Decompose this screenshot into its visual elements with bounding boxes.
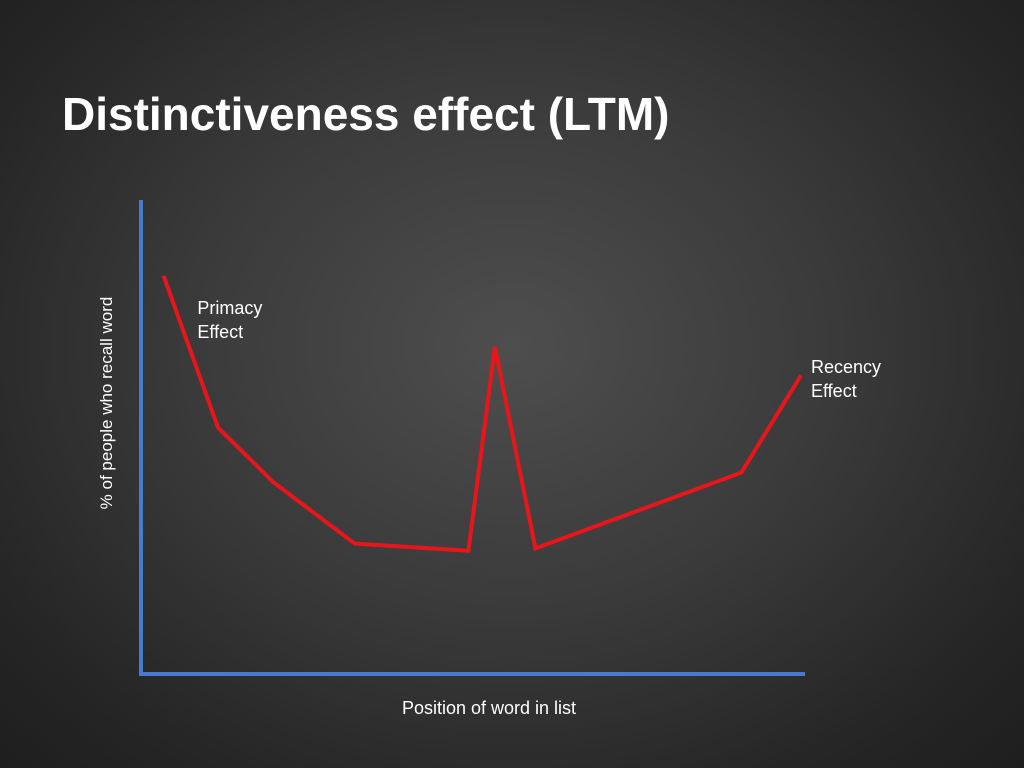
series-line-1 xyxy=(161,275,803,553)
annotation-1-line-2: Effect xyxy=(197,322,243,342)
annotation-2-line-2: Effect xyxy=(811,381,857,401)
annotation-2: Recency Effect xyxy=(811,357,881,401)
chart-annotations: Primacy Effect Recency Effect xyxy=(197,298,881,401)
annotation-1-line-1: Primacy xyxy=(197,298,262,318)
slide-title: Distinctiveness effect (LTM) xyxy=(62,88,670,140)
annotation-2-line-1: Recency xyxy=(811,357,881,377)
chart-series-layer xyxy=(161,275,803,553)
annotation-1: Primacy Effect xyxy=(197,298,262,342)
y-axis-label: % of people who recall word xyxy=(97,297,116,510)
x-axis-label: Position of word in list xyxy=(402,698,576,718)
chart-axes xyxy=(139,200,805,676)
